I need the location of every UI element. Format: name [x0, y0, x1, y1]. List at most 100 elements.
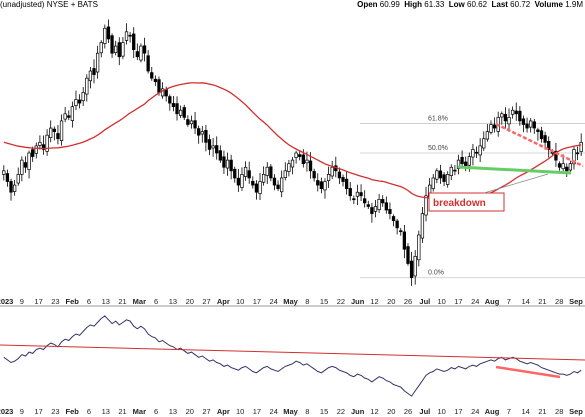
candle-103: [373, 199, 378, 218]
candle-148: [536, 127, 540, 141]
candle-17: [63, 107, 67, 123]
candle-134: [485, 124, 490, 142]
candle-32: [117, 37, 121, 66]
xticks2-tick-30: 7: [507, 407, 511, 416]
candle-10: [38, 135, 42, 150]
candle-31: [114, 40, 118, 56]
candle-90: [326, 166, 331, 188]
xticks2-tick-24: 26: [404, 407, 412, 416]
candle-51: [186, 115, 190, 127]
candle-54: [197, 125, 201, 144]
candle-64: [233, 166, 237, 183]
candle-29: [106, 19, 111, 43]
candle-30: [110, 33, 114, 58]
candle-28: [103, 24, 107, 49]
candle-37: [135, 43, 139, 61]
open-value: 60.99: [379, 0, 400, 9]
xticks1-tick-22: 12: [370, 297, 378, 306]
candles: [2, 19, 583, 286]
candle-98: [355, 184, 360, 206]
xticks1-tick-7: 21: [118, 297, 126, 306]
xticks2-tick-26: 10: [437, 407, 445, 416]
xticks1-tick-14: 10: [236, 297, 244, 306]
xticks1-tick-18: 8: [305, 297, 309, 306]
candle-94: [341, 174, 345, 187]
xticks2-tick-22: 12: [370, 407, 378, 416]
candle-119: [431, 174, 435, 192]
xticks1-tick-10: 13: [169, 297, 177, 306]
xticks1-tick-34: Sep: [569, 297, 583, 306]
candle-79: [287, 159, 291, 177]
candle-77: [280, 170, 284, 198]
xticks2-tick-13: Apr: [217, 407, 230, 416]
xticks1-tick-5: 6: [87, 297, 91, 306]
xticks1-tick-20: 22: [337, 297, 345, 306]
xticks2-tick-15: 17: [253, 407, 261, 416]
candle-16: [59, 114, 64, 146]
candle-2: [9, 178, 13, 201]
candle-147: [532, 118, 536, 134]
candle-36: [132, 27, 136, 58]
candle-19: [70, 101, 75, 128]
candle-139: [503, 107, 508, 129]
candle-66: [240, 167, 244, 191]
candle-78: [283, 162, 287, 181]
trend-line: [495, 122, 584, 168]
support-line: [457, 165, 572, 175]
xticks2-tick-2: 17: [34, 407, 42, 416]
candle-76: [276, 180, 280, 191]
low-value: 60.62: [467, 0, 488, 9]
candle-146: [529, 118, 533, 133]
candle-93: [337, 167, 342, 185]
xticks1-tick-4: Feb: [66, 297, 80, 306]
candle-154: [557, 161, 562, 171]
candle-61: [222, 150, 226, 175]
candle-35: [128, 31, 132, 43]
candle-39: [142, 37, 147, 62]
candle-15: [56, 125, 60, 145]
xticks1-tick-11: 20: [186, 297, 194, 306]
candle-24: [88, 66, 93, 89]
candle-141: [510, 106, 515, 119]
candle-50: [182, 104, 186, 120]
fib-label-1: 50.0%: [428, 145, 448, 152]
xticks2-tick-6: 13: [102, 407, 110, 416]
candle-46: [168, 94, 172, 111]
candle-123: [446, 171, 450, 188]
fib-label-0: 61.8%: [428, 116, 448, 123]
breakdown-pointer: [483, 173, 549, 194]
xticks1-tick-1: 9: [20, 297, 24, 306]
fib-label-2: 0.0%: [428, 270, 444, 277]
candle-124: [449, 164, 453, 181]
candle-65: [236, 168, 241, 192]
xticks2-tick-0: 2023: [0, 407, 13, 416]
breakdown-box: [428, 192, 505, 212]
xticks1-tick-28: 24: [471, 297, 479, 306]
candle-144: [521, 115, 526, 133]
last-label: Last: [491, 0, 508, 9]
candle-104: [377, 193, 381, 213]
candle-47: [171, 96, 176, 112]
candle-106: [384, 196, 388, 214]
xticks1-tick-9: 6: [154, 297, 158, 306]
xticks1-tick-29: Aug: [485, 297, 500, 306]
candle-89: [323, 178, 327, 199]
candle-110: [399, 227, 403, 236]
xticks1-tick-27: 17: [454, 297, 462, 306]
xticks2-tick-3: 23: [51, 407, 59, 416]
candle-69: [251, 176, 255, 189]
candle-156: [565, 163, 569, 177]
candle-49: [178, 105, 183, 119]
candle-4: [16, 167, 20, 186]
volume-label: Volume: [534, 0, 563, 9]
candle-159: [575, 146, 580, 161]
candle-116: [420, 206, 425, 243]
candle-27: [99, 40, 103, 58]
xticks2-tick-7: 21: [118, 407, 126, 416]
xticks2-tick-20: 22: [337, 407, 345, 416]
candle-132: [478, 138, 482, 163]
xticks2-tick-11: 20: [186, 407, 194, 416]
candle-7: [27, 150, 31, 179]
candle-34: [124, 23, 129, 45]
